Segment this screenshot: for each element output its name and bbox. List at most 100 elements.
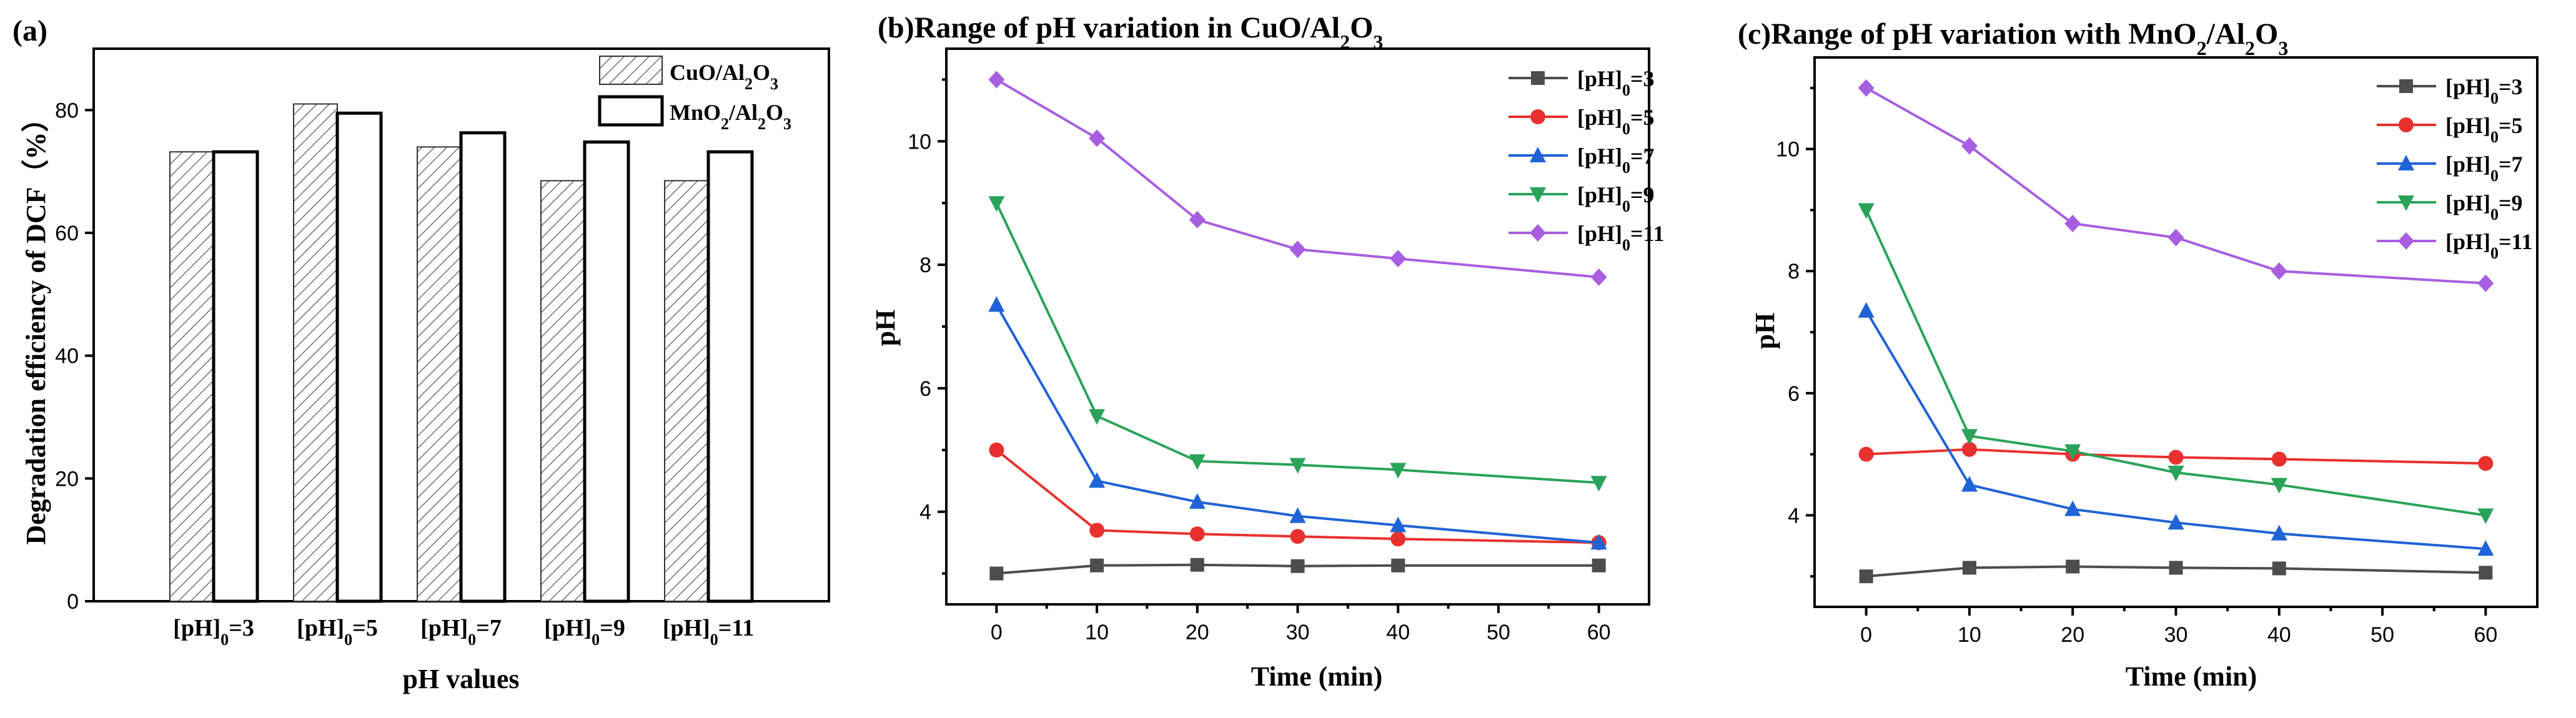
bar-mno	[583, 140, 630, 603]
bar-cuo	[293, 103, 338, 602]
series-line	[1866, 565, 2486, 578]
bar-mno	[212, 150, 259, 603]
x-tick-label: 0	[1860, 623, 1872, 647]
bar-cuo	[664, 180, 709, 602]
category-label: [pH]0=11	[663, 615, 755, 649]
y-tick-label: 4	[919, 501, 931, 524]
panel-c-x-axis-title: Time (min)	[2126, 661, 2257, 692]
marker-circle	[1089, 523, 1105, 538]
series-line	[995, 304, 1599, 544]
marker-triangle-down	[2398, 195, 2414, 211]
bar-mno	[335, 111, 383, 603]
marker-diamond	[2064, 214, 2081, 232]
series-line	[1865, 87, 2486, 285]
marker-triangle-up	[1289, 507, 1306, 523]
panel-a-y-axis-title: Degradation efficiency of DCF（%）	[21, 104, 51, 544]
marker-triangle-down	[2167, 465, 2184, 481]
marker-diamond	[1390, 250, 1407, 268]
x-tick-label: 20	[2061, 623, 2084, 647]
panel-c-series	[1858, 79, 2494, 584]
marker-triangle-up	[1530, 147, 1546, 162]
y-tick-label: 10	[1776, 138, 1800, 162]
bar-mno	[459, 131, 507, 603]
legend-label: [pH]0=3	[2445, 74, 2523, 107]
panel-b-y-axis-title: pH	[870, 310, 901, 347]
marker-triangle-up	[988, 296, 1005, 312]
marker-circle	[2399, 117, 2414, 132]
marker-circle	[2271, 451, 2287, 467]
x-tick-label: 60	[1587, 621, 1611, 644]
x-tick-label: 40	[2267, 623, 2291, 647]
marker-triangle-down	[1390, 463, 1407, 479]
x-tick-label: 50	[1487, 621, 1510, 644]
bar-cuo	[417, 146, 462, 602]
panel-c-title: (c)Range of pH variation with MnO2/Al2O3	[1738, 17, 2288, 59]
bar-cuo	[169, 151, 214, 602]
marker-diamond	[1089, 129, 1106, 147]
panel-c-legend: [pH]0=3 [pH]0=5 [pH]0=7 [pH]0=9 [pH]0=11	[2377, 74, 2533, 262]
y-tick-label: 10	[908, 130, 931, 154]
marker-triangle-down	[2271, 478, 2287, 494]
panel-b-title: (b)Range of pH variation in CuO/Al2O3	[878, 11, 1383, 53]
panel-b-series	[988, 71, 1607, 581]
legend-label-cuo: CuO/Al2O3	[670, 60, 778, 93]
marker-triangle-up	[2167, 514, 2184, 530]
marker-square	[2272, 561, 2286, 576]
marker-triangle-up	[1858, 302, 1875, 318]
marker-diamond	[1961, 137, 1978, 155]
panel-b: (b)Range of pH variation in CuO/Al2O3 0 1…	[870, 11, 1665, 692]
panel-a-legend: CuO/Al2O3 MnO2/Al2O3	[598, 56, 791, 133]
marker-triangle-down	[1189, 454, 1206, 470]
panel-a-x-axis-title: pH values	[402, 664, 519, 694]
category-label: [pH]0=5	[297, 615, 378, 649]
panel-c-axes: 0 10 20 30 40 50 60 4 6 8 10	[1776, 86, 2497, 647]
marker-square	[1592, 558, 1606, 573]
marker-circle	[2478, 456, 2494, 471]
legend-swatch-cuo	[599, 56, 663, 85]
marker-triangle-down	[1530, 187, 1546, 203]
panel-a-bars	[169, 103, 754, 603]
marker-triangle-down	[1289, 458, 1306, 474]
marker-triangle-up	[1089, 472, 1106, 488]
category-label: [pH]0=9	[544, 615, 625, 649]
x-tick-label: 0	[991, 621, 1003, 644]
panel-c-y-axis-title: pH	[1750, 313, 1780, 350]
marker-triangle-up	[1961, 476, 1978, 492]
bar-mno	[706, 150, 754, 603]
marker-square	[1391, 558, 1405, 573]
marker-triangle-up	[2064, 500, 2081, 516]
legend-label-mno: MnO2/Al2O3	[670, 100, 791, 133]
marker-triangle-down	[1961, 429, 1978, 445]
marker-triangle-up	[1390, 516, 1407, 533]
legend-label: [pH]0=3	[1577, 66, 1655, 99]
bar-cuo	[540, 180, 585, 602]
marker-diamond	[2398, 232, 2414, 250]
marker-circle	[1858, 446, 1874, 462]
panel-a-y-ticks: 0 20 40 60 80	[55, 99, 94, 614]
x-tick-label: 10	[1085, 621, 1109, 644]
marker-triangle-down	[1089, 409, 1106, 425]
marker-square	[989, 566, 1004, 581]
y-tick-label-a: 20	[55, 467, 79, 491]
marker-triangle-down	[1590, 476, 1607, 492]
x-tick-label: 60	[2474, 623, 2497, 647]
marker-circle	[1530, 109, 1545, 124]
series-line	[995, 202, 1599, 484]
y-tick-label: 8	[1788, 260, 1800, 283]
panel-a-category-labels: [pH]0=3 [pH]0=5 [pH]0=7 [pH]0=9 [pH]0=11	[173, 615, 754, 649]
marker-triangle-down	[1858, 203, 1875, 219]
legend-label: [pH]0=9	[2445, 190, 2523, 224]
marker-square	[2169, 561, 2183, 575]
marker-triangle-down	[988, 196, 1005, 212]
y-tick-label: 6	[1788, 382, 1800, 406]
y-tick-label: 4	[1788, 504, 1800, 528]
marker-square	[1290, 559, 1305, 573]
series-line	[996, 449, 1599, 544]
marker-diamond	[1530, 224, 1546, 242]
marker-diamond	[1289, 240, 1306, 258]
series-line	[1865, 209, 2486, 517]
marker-triangle-up	[2398, 155, 2414, 170]
series-line	[1866, 448, 2486, 465]
legend-label: [pH]0=11	[2445, 229, 2533, 262]
